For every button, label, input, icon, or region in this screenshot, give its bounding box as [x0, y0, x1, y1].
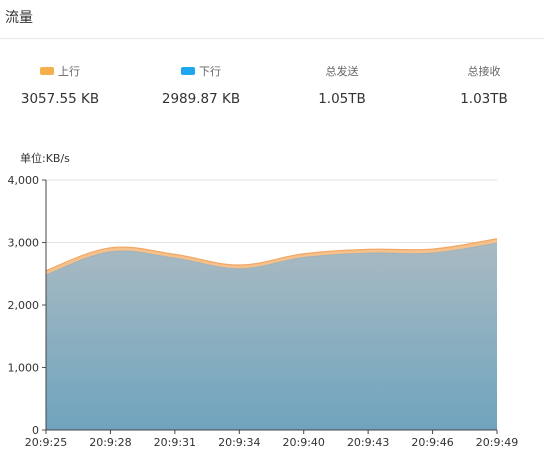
legend-download[interactable]: 下行 — [131, 62, 271, 82]
x-tick-label: 20:9:31 — [154, 436, 196, 449]
chart-unit-label: 单位:KB/s — [20, 152, 70, 165]
x-tick-label: 20:9:49 — [476, 436, 518, 449]
stat-download-value: 2989.87 KB — [161, 91, 241, 107]
upload-color-swatch — [40, 67, 54, 75]
stat-upload-value: 3057.55 KB — [20, 91, 100, 107]
x-tick-label: 20:9:40 — [283, 436, 325, 449]
stat-upload-label: 上行 — [58, 65, 80, 78]
stat-total-received-value: 1.03TB — [460, 91, 508, 107]
stat-download-label: 下行 — [199, 65, 221, 78]
y-tick-label: 2,000 — [8, 299, 40, 312]
stat-total-received: 总接收 1.03TB — [414, 62, 544, 110]
series-area-download — [46, 243, 497, 430]
stat-upload: 上行 3057.55 KB — [0, 62, 130, 110]
series-line-upload — [45, 238, 498, 272]
legend-upload[interactable]: 上行 — [0, 62, 130, 82]
stat-total-sent-value: 1.05TB — [318, 91, 366, 107]
y-tick-label: 0 — [32, 424, 39, 437]
x-tick-label: 20:9:34 — [218, 436, 260, 449]
panel-title: 流量 — [5, 10, 33, 26]
x-tick-label: 20:9:43 — [347, 436, 389, 449]
y-tick-label: 1,000 — [8, 362, 40, 375]
x-tick-label: 20:9:46 — [411, 436, 453, 449]
traffic-stats: 上行 3057.55 KB 下行 2989.87 KB 总发送 1.05TB 总… — [0, 62, 544, 112]
stat-total-sent-label: 总发送 — [325, 65, 359, 78]
series-line-download — [45, 242, 498, 276]
download-color-swatch — [181, 67, 195, 75]
stat-total-received-label: 总接收 — [467, 65, 501, 78]
panel-header: 流量 — [0, 0, 544, 39]
x-tick-label: 20:9:25 — [25, 436, 67, 449]
y-tick-label: 3,000 — [8, 237, 40, 250]
x-tick-label: 20:9:28 — [89, 436, 131, 449]
y-tick-label: 4,000 — [8, 174, 40, 187]
stat-download: 下行 2989.87 KB — [131, 62, 271, 110]
stat-total-sent: 总发送 1.05TB — [272, 62, 412, 110]
